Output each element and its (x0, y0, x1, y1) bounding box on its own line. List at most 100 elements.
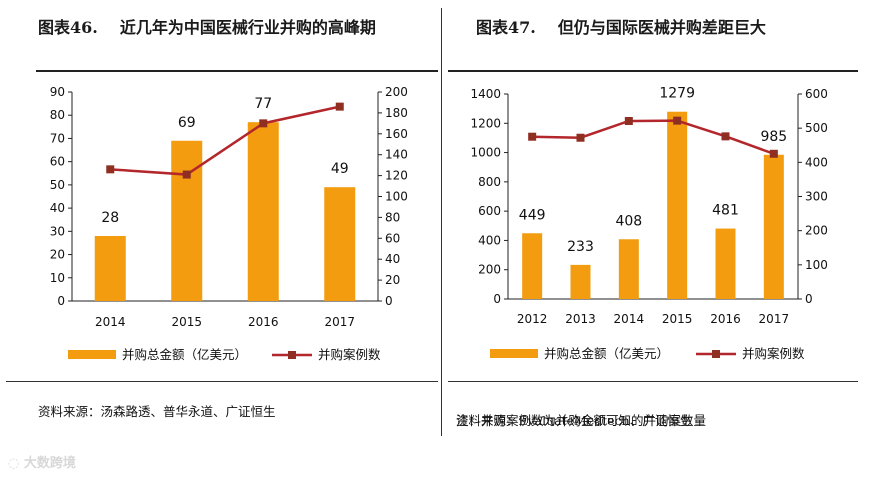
x-tick-label: 2014 (95, 315, 126, 329)
right-tick-label: 500 (805, 121, 828, 135)
bar-2017 (324, 187, 356, 301)
left-tick-label: 400 (478, 233, 501, 247)
line-series-merger-count (532, 119, 775, 155)
left-tick-label: 60 (50, 155, 65, 169)
panel-right-figure-47: 图表47. 但仍与国际医械并购差距巨大 0 200 400 600 800 1000 1200… (444, 0, 878, 440)
left-tick-label: 40 (50, 201, 65, 215)
data-label-2012: 449 (519, 207, 546, 223)
figure-title-text: 近几年为中国医械行业并购的高峰期 (119, 18, 376, 37)
title-rule (448, 70, 858, 72)
line-marker-2015 (182, 170, 191, 179)
left-tick-label: 80 (50, 108, 65, 122)
right-tick-label: 40 (385, 252, 400, 266)
figure-title: 图表47. 但仍与国际医械并购差距巨大 (476, 16, 856, 40)
right-tick-label: 80 (385, 210, 400, 224)
left-tick-label: 20 (50, 248, 65, 262)
legend-bar-swatch (68, 350, 116, 359)
bar-2014 (618, 239, 639, 299)
note-rule (448, 381, 858, 382)
bar-2016 (247, 122, 279, 301)
data-label-2015: 1279 (659, 86, 695, 102)
watermark-text: 大数跨境 (23, 456, 76, 471)
x-tick-label: 2014 (614, 312, 645, 326)
left-tick-label: 50 (50, 178, 65, 192)
line-marker-2014 (624, 116, 633, 125)
bar-2012 (522, 233, 543, 299)
x-tick-label: 2016 (248, 315, 279, 329)
left-tick-label: 600 (478, 204, 501, 218)
left-tick-label: 10 (50, 271, 65, 285)
panel-divider (441, 8, 442, 436)
left-tick-label: 1400 (470, 87, 501, 101)
bar-2013 (570, 264, 591, 299)
data-label-2014: 408 (615, 213, 642, 229)
bar-2015 (171, 140, 203, 301)
figure-number: 图表46. (38, 18, 98, 37)
legend-line-label: 并购案例数 (318, 347, 381, 362)
legend-line-marker (712, 350, 720, 358)
legend-line-label: 并购案例数 (742, 346, 805, 361)
x-tick-label: 2013 (565, 312, 596, 326)
left-tick-label: 200 (478, 263, 501, 277)
data-label-2017: 49 (331, 161, 349, 177)
data-label-2016: 77 (254, 96, 272, 112)
left-tick-label: 1200 (470, 116, 501, 130)
figure-number: 图表47. (476, 18, 536, 37)
bar-2015 (667, 111, 688, 299)
figure-title: 图表46. 近几年为中国医械行业并购的高峰期 (38, 16, 418, 40)
panel-left-figure-46: 图表46. 近几年为中国医械行业并购的高峰期 0 10 20 30 40 50 60 70 80 9… (0, 0, 442, 440)
note-text: 注：并购案例数为并购金额可知的并购案数量 (456, 413, 707, 428)
bar-2017 (763, 154, 784, 299)
data-label-2014: 28 (101, 210, 119, 226)
left-tick-label: 1000 (470, 146, 501, 160)
line-marker-2015 (673, 116, 682, 125)
data-label-2013: 233 (567, 239, 594, 255)
left-tick-label: 800 (478, 175, 501, 189)
source-text: 资料来源：汤森路透、普华永道、广证恒生 (38, 404, 276, 419)
line-marker-2016 (259, 119, 268, 128)
figure-title-text: 但仍与国际医械并购差距巨大 (557, 18, 766, 37)
x-tick-label: 2012 (517, 312, 548, 326)
x-tick-label: 2017 (759, 312, 790, 326)
line-marker-2017 (769, 149, 778, 158)
left-tick-label: 90 (50, 85, 65, 99)
source-rule (6, 381, 438, 382)
right-tick-label: 200 (805, 224, 828, 238)
chart-47: 0 200 400 600 800 1000 1200 1400 0 100 200 300 400 50… (470, 86, 828, 361)
x-tick-label: 2015 (662, 312, 693, 326)
x-tick-label: 2017 (324, 315, 355, 329)
line-series-merger-count (110, 105, 341, 176)
right-tick-label: 300 (805, 190, 828, 204)
source-text: 资料来源：EvaluateMedtech、广证恒生 (456, 413, 693, 428)
line-marker-2013 (576, 133, 585, 142)
legend-line-marker (288, 351, 296, 359)
right-tick-label: 200 (385, 85, 408, 99)
left-tick-label: 0 (493, 292, 501, 306)
right-tick-label: 60 (385, 231, 400, 245)
right-tick-label: 180 (385, 106, 408, 120)
legend-bar-swatch (490, 349, 538, 358)
x-tick-label: 2015 (171, 315, 202, 329)
legend-bar-label: 并购总金额（亿美元） (122, 347, 247, 362)
left-tick-label: 30 (50, 224, 65, 238)
data-label-2017: 985 (760, 129, 787, 145)
right-tick-label: 160 (385, 127, 408, 141)
line-marker-2012 (528, 132, 537, 141)
legend-bar-label: 并购总金额（亿美元） (544, 346, 669, 361)
right-tick-label: 100 (385, 190, 408, 204)
right-tick-label: 120 (385, 169, 408, 183)
left-tick-label: 0 (57, 294, 65, 308)
title-rule (36, 70, 438, 72)
data-label-2015: 69 (178, 115, 196, 131)
line-marker-2014 (106, 165, 115, 174)
chart-46: 0 10 20 30 40 50 60 70 80 90 0 20 40 60 80 100 120 140 160… (50, 85, 408, 362)
left-tick-label: 70 (50, 131, 65, 145)
right-tick-label: 140 (385, 148, 408, 162)
line-marker-2017 (335, 102, 344, 111)
right-tick-label: 400 (805, 155, 828, 169)
right-tick-label: 0 (805, 292, 813, 306)
right-tick-label: 100 (805, 258, 828, 272)
watermark: ◌ 大数跨境 (8, 456, 76, 471)
bar-2014 (94, 235, 126, 301)
right-tick-label: 0 (385, 294, 393, 308)
